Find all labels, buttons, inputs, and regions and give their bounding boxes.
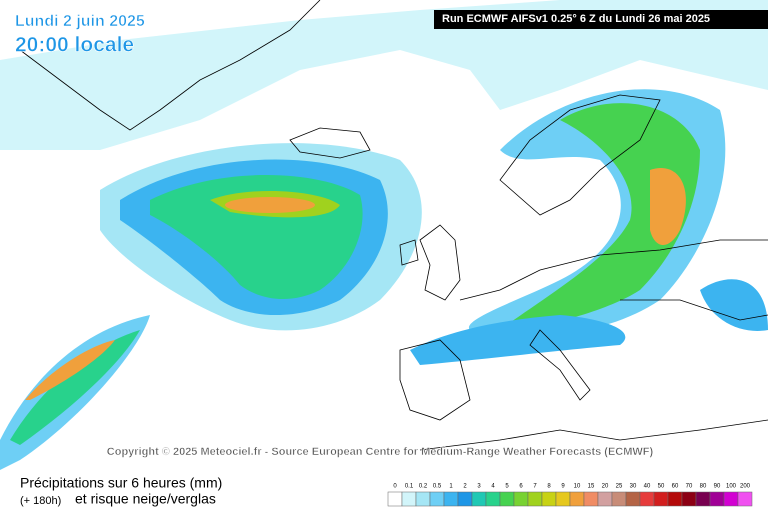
legend-swatch: [471, 491, 487, 507]
legend: 0 0.1 0.2 0.5 1 2 3 4 5 6 7 8 9 10 15 20 25 30 40 50 60 70 80 9…: [387, 484, 753, 507]
legend-swatch: [611, 491, 627, 507]
precipitation-field: [0, 0, 768, 470]
legend-label: 60: [672, 484, 679, 490]
legend-label: 30: [630, 484, 637, 490]
legend-swatch: [429, 491, 445, 507]
legend-swatch: [625, 491, 641, 507]
legend-label: 5: [505, 484, 509, 490]
legend-label: 0: [393, 484, 397, 490]
legend-label: 15: [588, 484, 595, 490]
run-label: Run ECMWF AIFSv1 0.25° 6 Z du Lundi 26 m…: [442, 13, 710, 25]
legend-label: 0.5: [433, 484, 442, 490]
legend-swatch: [457, 491, 473, 507]
legend-label: 6: [519, 484, 523, 490]
time-label: 20:00 locale: [15, 34, 134, 57]
legend-swatch: [597, 491, 613, 507]
legend-swatch: [723, 491, 739, 507]
legend-swatch: [555, 491, 571, 507]
legend-swatch: [653, 491, 669, 507]
footer-title: Précipitations sur 6 heures (mm): [20, 475, 222, 491]
legend-label: 3: [477, 484, 481, 490]
legend-label: 100: [726, 484, 737, 490]
legend-swatch: [401, 491, 417, 507]
date-label: Lundi 2 juin 2025: [15, 13, 145, 30]
legend-swatch: [737, 491, 753, 507]
legend-swatch: [513, 491, 529, 507]
legend-label: 10: [574, 484, 581, 490]
legend-swatch: [387, 491, 403, 507]
legend-label: 90: [714, 484, 721, 490]
legend-swatch: [485, 491, 501, 507]
legend-swatch: [681, 491, 697, 507]
legend-label: 1: [449, 484, 453, 490]
coastlines: [19, 0, 768, 451]
legend-swatch: [695, 491, 711, 507]
footer-lead: (+ 180h): [20, 495, 61, 507]
legend-label: 80: [700, 484, 707, 490]
legend-label: 9: [561, 484, 565, 490]
legend-swatch: [541, 491, 557, 507]
legend-label: 25: [616, 484, 623, 490]
legend-swatch: [499, 491, 515, 507]
legend-swatch: [639, 491, 655, 507]
legend-swatch: [527, 491, 543, 507]
legend-swatch: [709, 491, 725, 507]
legend-label: 20: [602, 484, 609, 490]
legend-swatch: [443, 491, 459, 507]
legend-label: 0.1: [405, 484, 414, 490]
legend-label: 50: [658, 484, 665, 490]
legend-swatch: [583, 491, 599, 507]
legend-label: 40: [644, 484, 651, 490]
legend-label: 200: [740, 484, 751, 490]
run-banner: [434, 10, 768, 29]
legend-label: 4: [491, 484, 495, 490]
legend-swatch: [569, 491, 585, 507]
footer-subtitle: et risque neige/verglas: [75, 491, 216, 507]
legend-label: 7: [533, 484, 537, 490]
legend-label: 2: [463, 484, 467, 490]
legend-swatch: [415, 491, 431, 507]
copyright: Copyright © 2025 Meteociel.fr - Source E…: [107, 446, 654, 458]
legend-swatch: [667, 491, 683, 507]
legend-label: 70: [686, 484, 693, 490]
legend-label: 8: [547, 484, 551, 490]
legend-label: 0.2: [419, 484, 428, 490]
